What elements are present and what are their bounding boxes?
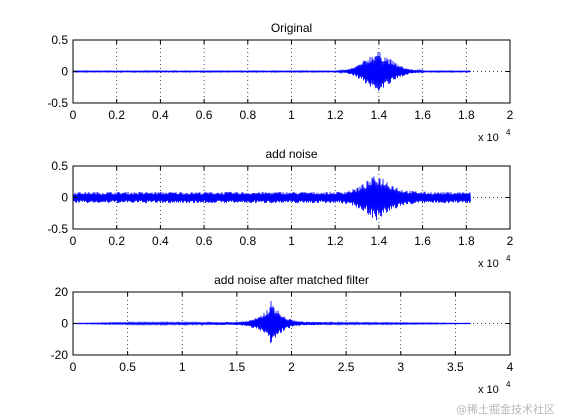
subplots: 0 0.2 0.4 0.6 0.8 1 1.2 1.4 1.6 1.8 2-0.500.5Origi…	[47, 21, 513, 396]
y-tick-label: 0	[61, 65, 68, 79]
subplot-title: Original	[271, 21, 312, 35]
x-tick-label: 3	[397, 360, 404, 374]
y-tick-label: -0.5	[47, 222, 68, 236]
x-tick-label: 0.6	[196, 234, 213, 248]
x-tick-label: 0	[70, 234, 77, 248]
x-exponent-power: 4	[506, 254, 511, 263]
x-tick-label: 1.2	[327, 234, 344, 248]
x-tick-label: 1.4	[371, 234, 388, 248]
y-tick-label: 0.5	[51, 159, 68, 173]
x-exponent-label: x 10	[478, 132, 499, 144]
x-tick-label: 1	[288, 234, 295, 248]
y-tick-label: -20	[51, 348, 69, 362]
x-tick-label: 1	[179, 360, 186, 374]
x-tick-label: 2	[507, 108, 514, 122]
y-tick-label: 0.5	[51, 33, 68, 47]
x-tick-label: 3.5	[447, 360, 464, 374]
x-tick-label: 1.6	[414, 234, 431, 248]
y-tick-label: -0.5	[47, 96, 68, 110]
x-tick-label: 1.6	[414, 108, 431, 122]
x-tick-label: 0.2	[108, 234, 125, 248]
x-tick-label: 0	[70, 108, 77, 122]
x-exponent-label: x 10	[478, 258, 499, 270]
x-tick-label: 1.8	[458, 108, 475, 122]
x-tick-label: 1.2	[327, 108, 344, 122]
x-tick-label: 0	[70, 360, 77, 374]
x-tick-label: 4	[507, 360, 514, 374]
watermark-text: @稀土掘金技术社区	[456, 403, 555, 416]
x-tick-label: 1	[288, 108, 295, 122]
subplot-title: add noise	[265, 147, 317, 161]
y-tick-label: 0	[61, 191, 68, 205]
x-tick-label: 2.5	[338, 360, 355, 374]
x-exponent-power: 4	[506, 128, 511, 137]
x-tick-label: 0.2	[108, 108, 125, 122]
x-tick-label: 0.8	[239, 108, 256, 122]
x-tick-label: 0.5	[119, 360, 136, 374]
y-tick-label: 0	[61, 317, 68, 331]
x-tick-label: 0.4	[152, 108, 169, 122]
x-tick-label: 2	[288, 360, 295, 374]
subplot-1: 0 0.2 0.4 0.6 0.8 1 1.2 1.4 1.6 1.8 2-0.500.5Origi…	[47, 21, 513, 144]
x-tick-label: 1.8	[458, 234, 475, 248]
x-tick-label: 2	[507, 234, 514, 248]
x-exponent-label: x 10	[478, 384, 499, 396]
x-tick-label: 0.6	[196, 108, 213, 122]
x-tick-label: 1.5	[229, 360, 246, 374]
x-tick-label: 0.4	[152, 234, 169, 248]
y-tick-label: 20	[55, 285, 69, 299]
x-exponent-power: 4	[506, 380, 511, 389]
x-tick-label: 1.4	[371, 108, 388, 122]
x-tick-label: 0.8	[239, 234, 256, 248]
subplot-title: add noise after matched filter	[214, 273, 369, 287]
